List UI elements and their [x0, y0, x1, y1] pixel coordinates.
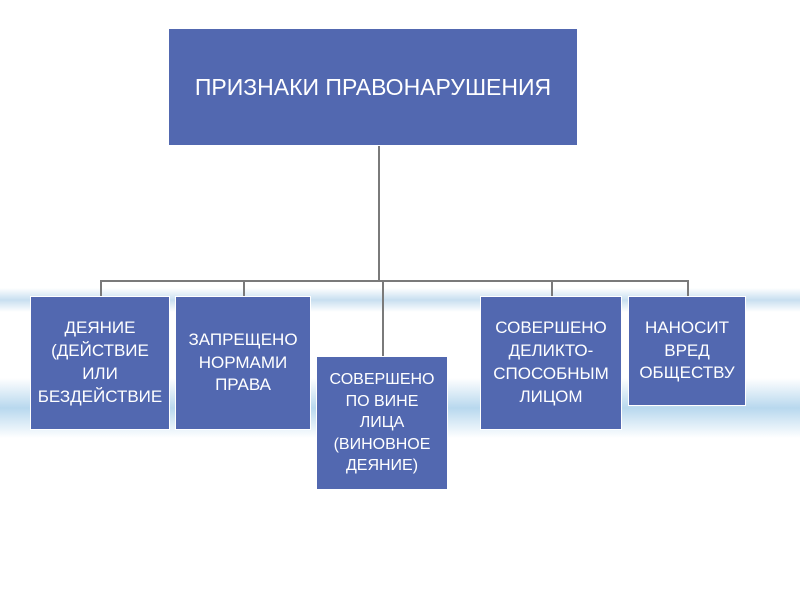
child-line: ПО ВИНЕ ЛИЦА (ВИНОВНОЕ ДЕЯНИЕ)	[325, 391, 439, 477]
child-node-2: СОВЕРШЕНО ПО ВИНЕ ЛИЦА (ВИНОВНОЕ ДЕЯНИЕ)	[316, 356, 448, 490]
child-line: ДЕЯНИЕ	[65, 317, 136, 340]
child-line: ПРАВА	[215, 374, 271, 397]
connector-drop-3	[551, 280, 553, 296]
child-line: ЗАПРЕЩЕНО	[188, 329, 297, 352]
child-line: ИЛИ	[82, 363, 118, 386]
child-line: (ДЕЙСТВИЕ	[51, 340, 149, 363]
child-line: НОРМАМИ	[199, 352, 288, 375]
connector-drop-0	[100, 280, 102, 296]
child-node-4: НАНОСИТ ВРЕД ОБЩЕСТВУ	[628, 296, 746, 406]
connector-drop-4	[687, 280, 689, 296]
root-node: ПРИЗНАКИ ПРАВОНАРУШЕНИЯ	[168, 28, 578, 146]
root-label: ПРИЗНАКИ ПРАВОНАРУШЕНИЯ	[195, 74, 551, 101]
child-line: НАНОСИТ ВРЕД ОБЩЕСТВУ	[637, 317, 737, 386]
connector-drop-1	[243, 280, 245, 296]
connector-hbar	[100, 280, 689, 282]
child-node-1: ЗАПРЕЩЕНО НОРМАМИ ПРАВА	[175, 296, 311, 430]
connector-trunk	[378, 146, 380, 280]
child-line: БЕЗДЕЙСТВИЕ	[38, 386, 162, 409]
connector-drop-2	[382, 280, 384, 356]
child-node-3: СОВЕРШЕНО ДЕЛИКТО-СПОСОБНЫМ ЛИЦОМ	[480, 296, 622, 430]
child-line: СОВЕРШЕНО ДЕЛИКТО-СПОСОБНЫМ ЛИЦОМ	[489, 317, 613, 409]
child-node-0: ДЕЯНИЕ (ДЕЙСТВИЕ ИЛИ БЕЗДЕЙСТВИЕ	[30, 296, 170, 430]
child-line: СОВЕРШЕНО	[330, 369, 435, 391]
